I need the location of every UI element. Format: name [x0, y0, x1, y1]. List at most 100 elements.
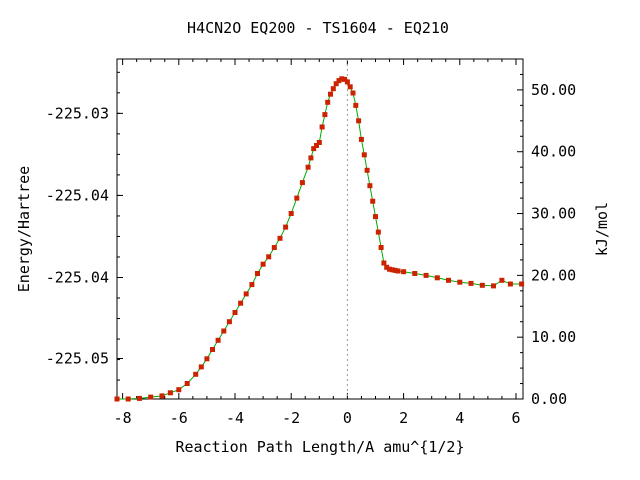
data-point [333, 81, 339, 87]
data-point [316, 140, 322, 145]
data-point [322, 112, 328, 118]
chart-title: H4CN2O EQ200 - TS1604 - EQ210 [187, 19, 449, 37]
data-point [373, 214, 378, 220]
axis-ticks: -8 -6 -4 -2 0 2 4 6 -225.03 -225.04 -225.04 -225.05… [46, 59, 576, 427]
data-point [491, 283, 496, 289]
data-point [336, 78, 342, 84]
data-point [288, 211, 294, 216]
data-point [221, 328, 227, 334]
x-tick-label: -6 [170, 409, 188, 427]
data-point [499, 277, 505, 283]
data-point [384, 264, 390, 270]
data-point [401, 269, 407, 275]
x-tick-label: 0 [343, 409, 352, 427]
data-point [232, 310, 238, 315]
y-tick-label: -225.03 [46, 104, 109, 122]
data-point [184, 381, 190, 386]
data-point [243, 291, 249, 297]
x-axis-label: Reaction Path Length/A amu^{1/2} [176, 438, 465, 456]
data-point [294, 195, 300, 201]
y2-tick-label: 10.00 [531, 328, 576, 346]
data-point [255, 271, 260, 276]
data-point [167, 390, 173, 396]
data-point [308, 155, 314, 161]
data-point [370, 198, 376, 204]
data-point [328, 91, 333, 97]
data-point [226, 319, 232, 325]
data-point [375, 229, 381, 235]
data-point [137, 395, 142, 401]
data-point [114, 396, 120, 402]
data-point [358, 136, 364, 142]
data-point [305, 164, 311, 170]
data-point [249, 282, 255, 288]
x-tick-label: -4 [226, 409, 244, 427]
data-point [299, 180, 305, 186]
data-point [350, 90, 356, 96]
y-tick-label: -225.04 [46, 186, 109, 204]
data-point [319, 124, 325, 130]
data-point [381, 260, 387, 266]
data-point [519, 281, 525, 287]
data-point [325, 99, 331, 105]
data-point [314, 143, 319, 148]
data-point [364, 167, 370, 173]
data-point [344, 79, 350, 85]
data-point [395, 268, 401, 274]
y2-tick-label: 0.00 [531, 390, 567, 408]
series-points [114, 76, 525, 402]
data-point [210, 347, 215, 352]
data-point [339, 76, 345, 82]
data-point [387, 266, 392, 272]
data-point [378, 245, 384, 250]
y-axis-label: Energy/Hartree [15, 166, 33, 292]
data-point [193, 371, 199, 377]
data-point [238, 300, 244, 306]
data-point [412, 271, 418, 276]
data-point [361, 152, 367, 158]
y-tick-label: -225.04 [46, 268, 109, 286]
data-point [468, 280, 474, 286]
data-point [342, 76, 348, 82]
data-point [283, 224, 289, 230]
y2-tick-label: 40.00 [531, 143, 576, 161]
y2-tick-label: 50.00 [531, 81, 576, 99]
y2-tick-label: 20.00 [531, 266, 576, 284]
y-tick-label: -225.05 [46, 349, 109, 367]
data-point [356, 118, 362, 124]
data-point [311, 146, 317, 152]
data-point [266, 254, 272, 260]
data-point [204, 356, 210, 362]
x-tick-label: 4 [455, 409, 464, 427]
plot-frame [116, 58, 524, 400]
data-point [330, 86, 336, 92]
data-point [392, 267, 398, 273]
data-point [367, 183, 373, 189]
x-tick-label: -2 [282, 409, 300, 427]
x-tick-label: -8 [114, 409, 132, 427]
series-line [117, 78, 522, 400]
data-point [446, 277, 451, 283]
data-point [176, 387, 182, 393]
data-point [215, 337, 221, 343]
data-point [148, 394, 154, 400]
data-point [389, 267, 395, 273]
data-point [507, 281, 513, 287]
x-tick-label: 6 [511, 409, 520, 427]
data-point [271, 245, 277, 250]
data-point [159, 393, 165, 399]
data-point [479, 282, 485, 288]
data-point [423, 272, 429, 278]
data-point [347, 84, 353, 90]
y2-tick-label: 30.00 [531, 205, 576, 223]
data-point [277, 235, 283, 241]
data-point [260, 261, 266, 267]
data-point [457, 279, 463, 285]
data-point [434, 275, 440, 281]
x-tick-label: 2 [399, 409, 408, 427]
data-point [353, 102, 359, 108]
data-point [125, 396, 131, 402]
y2-axis-label: kJ/mol [593, 202, 611, 256]
data-point [198, 364, 204, 370]
